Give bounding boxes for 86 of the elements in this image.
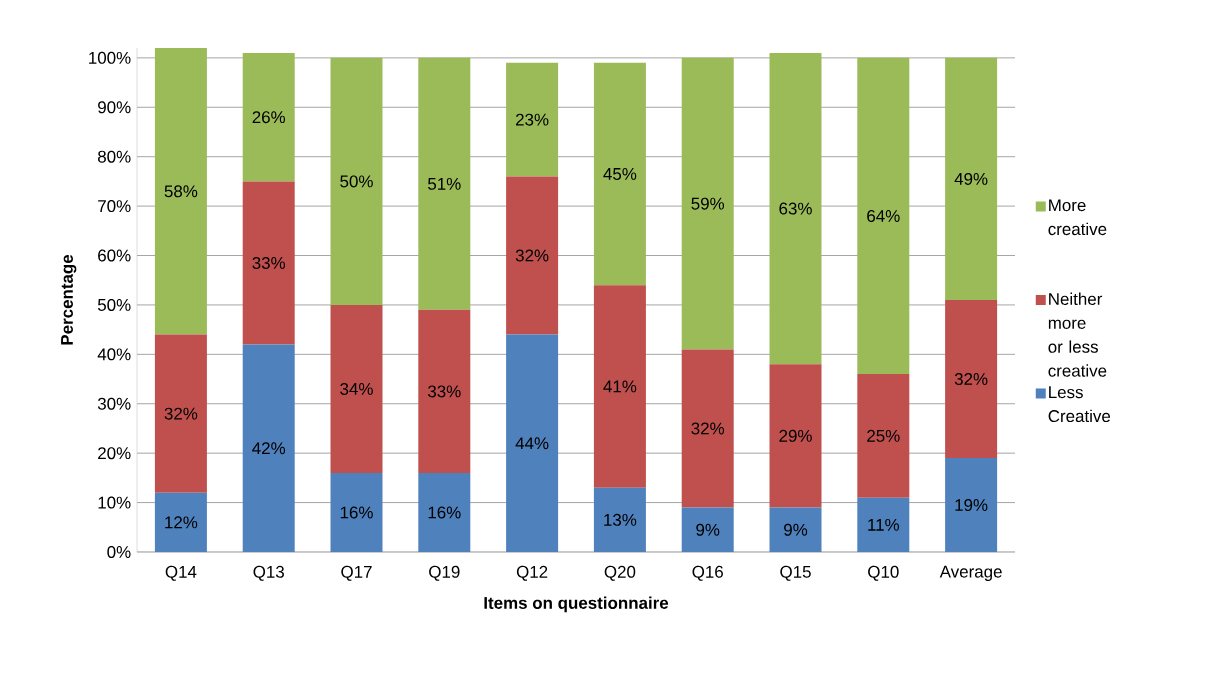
x-tick-label: Q10 [868,565,899,581]
y-tick-label: 70% [98,200,131,213]
bar [330,472,383,552]
x-tick-label: Q14 [165,565,197,581]
bar [242,344,295,552]
data-label: 32% [691,422,725,435]
x-tick-label: Q17 [341,565,372,581]
x-tick-label: Q16 [692,565,723,581]
data-label: 32% [954,373,988,386]
data-label: 9% [696,523,720,536]
y-tick-label: 40% [97,348,131,361]
bar [154,47,207,335]
legend-label: Neither more or less creative [1048,292,1107,377]
data-label: 41% [603,380,637,393]
data-label: 42% [252,442,286,455]
data-label: 34% [340,382,373,395]
bar [242,52,295,182]
bar [857,374,910,498]
bar [330,57,383,305]
bar [506,334,559,552]
y-tick-label: 80% [98,150,131,163]
data-label: 11% [868,518,900,531]
data-label: 16% [428,506,461,519]
bar [769,364,822,508]
x-tick-label: Q19 [429,565,460,581]
data-label: 33% [252,256,286,269]
legend-label: More creative [1048,199,1107,236]
x-tick-label: Average [939,565,1002,581]
data-label: 50% [340,175,373,188]
y-tick-label: 50% [97,298,131,311]
bar [769,52,822,365]
x-tick-label: Q20 [604,565,636,581]
data-label: 29% [779,429,812,442]
bar [945,458,998,552]
bar [242,181,295,345]
data-label: 12% [165,516,198,529]
y-tick-label: 10% [98,496,131,509]
bar [154,492,207,552]
x-tick-label: Q13 [253,565,284,581]
data-label: 59% [691,197,725,210]
x-axis-title: Items on questionnaire [484,596,669,613]
bar [154,334,207,493]
bar [945,299,998,459]
bar [506,62,559,177]
bar [593,487,646,552]
bar [857,497,910,552]
bar [330,304,383,473]
y-tick-label: 20% [98,447,131,460]
legend-label: Less Creative [1048,386,1111,423]
data-label: 51% [428,177,461,190]
bar [418,309,471,473]
data-label: 13% [604,513,637,526]
y-axis-title: Percentage [61,254,77,345]
y-tick-label: 60% [98,249,131,262]
bar [418,57,471,310]
bar [681,507,734,552]
bar [593,62,646,286]
data-label: 26% [252,111,286,124]
bar [769,507,822,552]
data-label: 49% [954,172,988,185]
bar [593,285,646,488]
data-label: 32% [515,249,549,262]
data-label: 25% [867,429,900,442]
bar [945,57,998,300]
data-label: 58% [164,185,198,198]
data-label: 44% [515,437,549,450]
x-tick-label: Q15 [780,565,811,581]
bar [506,176,559,335]
y-tick-label: 100% [89,51,131,64]
bar [681,57,734,350]
data-label: 33% [428,385,461,398]
data-label: 23% [516,113,549,126]
data-label: 64% [867,209,900,222]
y-tick-label: 0% [107,545,131,558]
data-label: 19% [955,499,988,512]
y-tick-label: 30% [97,397,131,410]
data-label: 9% [784,523,808,536]
data-label: 16% [340,506,373,519]
data-label: 32% [164,407,198,420]
bar [418,472,471,552]
bar [857,57,910,375]
y-tick-label: 90% [98,101,131,114]
x-tick-label: Q12 [516,565,548,581]
data-label: 45% [603,168,637,180]
bar [681,349,734,508]
data-label: 63% [779,202,812,215]
